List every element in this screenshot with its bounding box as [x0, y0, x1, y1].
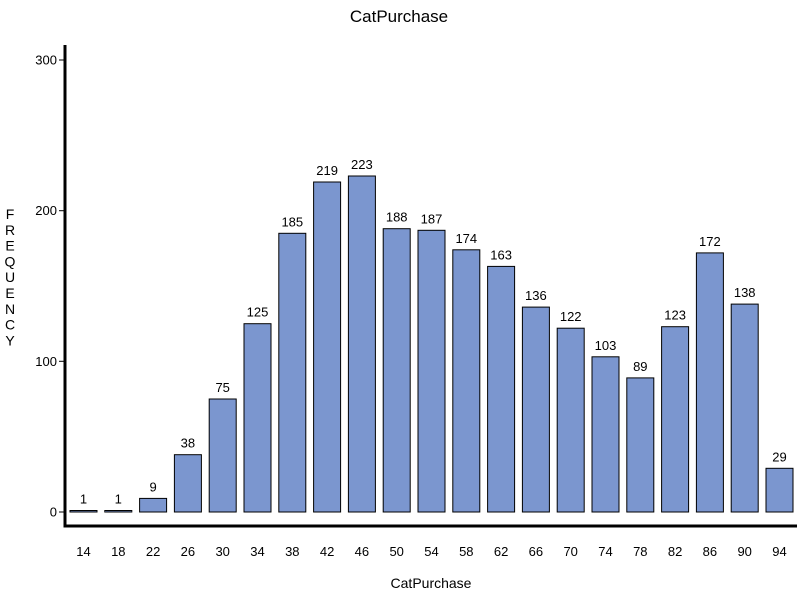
x-tick-label-26: 26 — [181, 544, 195, 559]
bar-90 — [730, 303, 759, 513]
bars — [69, 175, 794, 513]
data-label-30: 75 — [215, 380, 229, 395]
x-tick-label-30: 30 — [215, 544, 229, 559]
bar-46 — [347, 175, 376, 513]
axis-lines — [63, 45, 797, 528]
data-label-46: 223 — [351, 157, 373, 172]
bar-30 — [208, 398, 237, 513]
bar-66 — [521, 306, 550, 513]
y-tick-label-300: 300 — [35, 53, 57, 68]
data-label-74: 103 — [595, 338, 617, 353]
x-tick-label-38: 38 — [285, 544, 299, 559]
bar-22 — [139, 497, 168, 513]
x-tick-label-74: 74 — [598, 544, 612, 559]
x-tick-label-66: 66 — [529, 544, 543, 559]
data-label-42: 219 — [316, 163, 338, 178]
x-tick-label-22: 22 — [146, 544, 160, 559]
bar-50 — [382, 228, 411, 513]
bar-58 — [452, 249, 481, 513]
data-label-22: 9 — [149, 479, 156, 494]
x-axis-ticks: 14 18 22 26 30 34 38 42 46 50 54 58 62 66 70 74 78 82 86 90… — [76, 544, 786, 559]
bar-18 — [104, 510, 133, 513]
x-tick-label-70: 70 — [563, 544, 577, 559]
x-axis-label: CatPurchase — [391, 575, 472, 591]
data-label-38: 185 — [281, 214, 303, 229]
bar-94 — [765, 467, 794, 513]
y-axis-ticks: 0 100 200 300 — [35, 53, 65, 520]
data-label-58: 174 — [455, 231, 477, 246]
data-label-78: 89 — [633, 359, 647, 374]
data-label-18: 1 — [115, 492, 122, 507]
x-tick-label-46: 46 — [355, 544, 369, 559]
x-tick-label-86: 86 — [703, 544, 717, 559]
data-label-86: 172 — [699, 234, 721, 249]
data-label-90: 138 — [734, 285, 756, 300]
x-tick-label-18: 18 — [111, 544, 125, 559]
data-label-14: 1 — [80, 492, 87, 507]
bar-82 — [661, 326, 690, 513]
data-label-50: 188 — [386, 210, 408, 225]
x-tick-label-14: 14 — [76, 544, 90, 559]
data-label-94: 29 — [772, 449, 786, 464]
bar-62 — [487, 265, 516, 513]
bar-26 — [173, 454, 202, 513]
bar-42 — [313, 181, 342, 513]
data-label-82: 123 — [664, 308, 686, 323]
bar-54 — [417, 229, 446, 513]
bar-86 — [695, 252, 724, 513]
x-tick-label-42: 42 — [320, 544, 334, 559]
x-tick-label-58: 58 — [459, 544, 473, 559]
x-tick-label-62: 62 — [494, 544, 508, 559]
x-tick-label-90: 90 — [737, 544, 751, 559]
data-label-34: 125 — [247, 305, 269, 320]
x-tick-label-34: 34 — [250, 544, 264, 559]
bar-78 — [626, 377, 655, 513]
x-tick-label-94: 94 — [772, 544, 786, 559]
bar-74 — [591, 356, 620, 513]
x-tick-label-54: 54 — [424, 544, 438, 559]
y-tick-label-0: 0 — [50, 505, 57, 520]
y-tick-label-200: 200 — [35, 203, 57, 218]
x-tick-label-50: 50 — [389, 544, 403, 559]
x-tick-label-82: 82 — [668, 544, 682, 559]
bar-38 — [278, 232, 307, 513]
data-label-66: 136 — [525, 288, 547, 303]
chart-title: CatPurchase — [350, 7, 448, 26]
x-tick-label-78: 78 — [633, 544, 647, 559]
data-label-54: 187 — [421, 211, 443, 226]
bar-70 — [556, 327, 585, 513]
data-labels: 1 1 9 38 75 125 185 219 223 188 187 174 163 136 122 103… — [80, 157, 787, 507]
data-label-62: 163 — [490, 247, 512, 262]
bar-34 — [243, 323, 272, 513]
data-label-70: 122 — [560, 309, 582, 324]
data-label-26: 38 — [181, 436, 195, 451]
bar-14 — [69, 510, 98, 513]
y-tick-label-100: 100 — [35, 354, 57, 369]
